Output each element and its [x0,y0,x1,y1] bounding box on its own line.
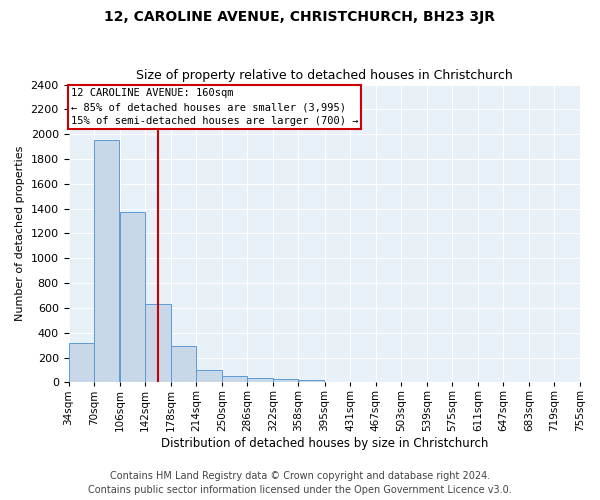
Bar [120,212,145,382]
Bar [69,342,94,382]
Bar [171,346,196,382]
X-axis label: Distribution of detached houses by size in Christchurch: Distribution of detached houses by size … [161,437,488,450]
Bar [299,380,324,382]
Text: 12, CAROLINE AVENUE, CHRISTCHURCH, BH23 3JR: 12, CAROLINE AVENUE, CHRISTCHURCH, BH23 … [104,10,496,24]
Text: 12 CAROLINE AVENUE: 160sqm
← 85% of detached houses are smaller (3,995)
15% of s: 12 CAROLINE AVENUE: 160sqm ← 85% of deta… [71,88,358,126]
Y-axis label: Number of detached properties: Number of detached properties [15,146,25,321]
Bar [196,370,221,382]
Bar [145,304,170,382]
Text: Contains HM Land Registry data © Crown copyright and database right 2024.
Contai: Contains HM Land Registry data © Crown c… [88,471,512,495]
Bar [247,378,272,382]
Bar [222,376,247,382]
Bar [273,378,298,382]
Title: Size of property relative to detached houses in Christchurch: Size of property relative to detached ho… [136,69,512,82]
Bar [94,140,119,382]
